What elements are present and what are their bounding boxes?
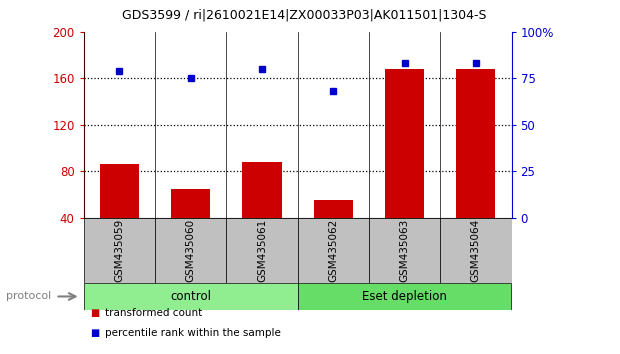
Bar bbox=[456, 69, 495, 218]
Bar bbox=[171, 189, 210, 218]
Text: percentile rank within the sample: percentile rank within the sample bbox=[105, 328, 281, 338]
Bar bbox=[298, 283, 511, 310]
Bar bbox=[84, 283, 298, 310]
Text: control: control bbox=[170, 290, 211, 303]
Bar bbox=[226, 218, 298, 283]
Bar bbox=[155, 218, 226, 283]
Text: ■: ■ bbox=[90, 308, 99, 318]
Bar bbox=[84, 218, 155, 283]
Text: transformed count: transformed count bbox=[105, 308, 203, 318]
Bar bbox=[298, 218, 369, 283]
Bar bbox=[369, 218, 440, 283]
Text: protocol: protocol bbox=[6, 291, 51, 302]
Text: ■: ■ bbox=[90, 328, 99, 338]
Text: GSM435062: GSM435062 bbox=[328, 219, 339, 282]
Text: GSM435064: GSM435064 bbox=[471, 219, 481, 282]
Bar bbox=[314, 200, 353, 218]
Bar bbox=[440, 218, 512, 283]
Text: Eset depletion: Eset depletion bbox=[362, 290, 447, 303]
Text: GSM435059: GSM435059 bbox=[114, 219, 125, 282]
Bar bbox=[100, 164, 139, 218]
Text: GSM435063: GSM435063 bbox=[399, 219, 410, 282]
Text: GDS3599 / ri|2610021E14|ZX00033P03|AK011501|1304-S: GDS3599 / ri|2610021E14|ZX00033P03|AK011… bbox=[122, 9, 486, 22]
Text: GSM435060: GSM435060 bbox=[185, 219, 196, 282]
Text: GSM435061: GSM435061 bbox=[257, 219, 267, 282]
Bar bbox=[385, 69, 424, 218]
Bar bbox=[242, 162, 281, 218]
